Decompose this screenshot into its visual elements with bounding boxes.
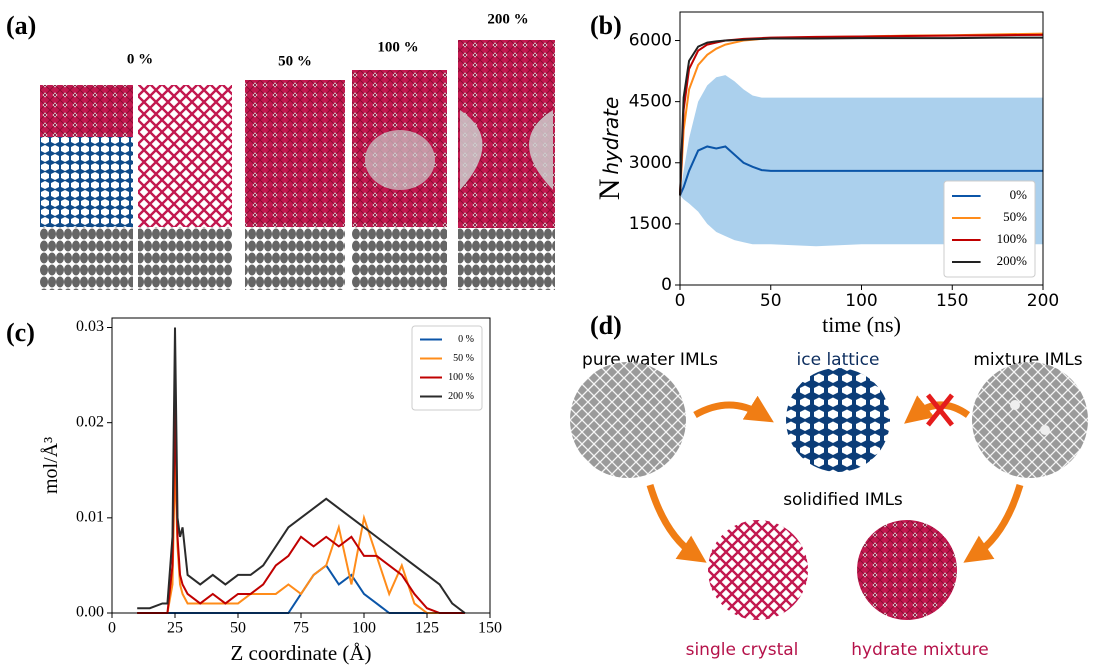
panel-d: (d) pure water IMLs ice lattice mixture … [570,311,1088,660]
arrow [650,485,695,555]
caption: single crystal [686,640,799,660]
slab [245,227,345,290]
chart: (b) 0 50 100 150 200 0 1500 3000 4500 6000 time (ns… [590,11,1059,337]
y-axis-title-main: mol/Å³ [40,437,62,494]
legend-label: 50% [1003,209,1027,224]
y-tick-label: 0 [661,275,672,295]
y-axis-title-sub: hydrate [599,97,623,175]
caption: solidified IMLs [783,490,903,510]
y-tick-label: 0.03 [76,318,104,335]
panel-label: (a) [6,11,36,40]
slab [458,228,555,290]
molecule [1010,400,1020,410]
y-axis-title: mol/Å³ [40,437,62,494]
legend-label: 200% [997,253,1028,268]
y-tick-label: 0.00 [76,604,104,621]
panel-label: (d) [590,311,622,340]
slab [245,80,345,227]
y-tick-label: 0.01 [76,509,104,526]
legend-label: 100% [997,231,1028,246]
slab [40,137,133,227]
column-label: 200 % [487,11,528,27]
slab [40,85,133,137]
arrow [695,405,762,415]
slab [40,227,133,290]
snapshot [708,520,808,620]
x-tick-label: 0 [108,620,116,637]
panel-label: (c) [6,318,35,347]
x-tick-label: 25 [167,620,183,637]
figure: (a) 0 % 50 % 100 % 200 % (d) pure water … [0,0,1093,666]
column-label: 100 % [377,39,418,55]
snapshot [857,520,957,620]
column-label: 50 % [278,53,312,69]
snapshot [570,362,686,478]
x-tick-label: 0 [675,291,686,311]
panel-a: (a) 0 % 50 % 100 % 200 % [6,11,555,290]
x-tick-label: 75 [293,620,309,637]
slab [138,85,232,227]
x-tick-label: 100 [352,620,376,637]
y-tick-label: 6000 [629,31,672,51]
x-tick-label: 200 [1027,291,1059,311]
x-tick-label: 50 [230,620,246,637]
y-tick-label: 4500 [629,92,672,112]
arrow [975,485,1020,555]
legend-label: 50 % [453,353,474,364]
x-axis-title: Z coordinate (Å) [230,641,371,665]
molecule [1040,425,1050,435]
caption: hydrate mixture [851,640,988,660]
y-tick-label: 0.02 [76,413,104,430]
x-tick-label: 100 [845,291,877,311]
y-axis-title: Nhydrate [593,97,626,201]
snapshot [786,368,890,472]
slab [352,227,447,290]
line [137,565,465,613]
y-tick-label: 3000 [629,153,672,173]
panel-label: (b) [590,11,622,40]
legend-label: 100 % [448,372,474,383]
bubble [365,130,435,190]
slab [138,227,232,290]
caption: ice lattice [797,350,880,370]
y-tick-label: 1500 [629,214,672,234]
chart: (c) 0 25 50 75 100 125 150 0.00 0.01 0.02 0.03 Z coo… [6,318,502,665]
y-axis-title-main: N [593,179,626,201]
legend-label: 0 % [458,334,474,345]
line [137,404,465,613]
x-tick-label: 150 [478,620,502,637]
legend-label: 0% [1010,187,1028,202]
snapshot [972,362,1088,478]
x-tick-label: 150 [936,291,968,311]
column-label: 0 % [127,51,153,67]
cross [928,395,952,425]
legend-label: 200 % [448,391,474,402]
x-tick-label: 50 [760,291,782,311]
x-axis-title: time (ns) [822,312,901,337]
x-tick-label: 125 [415,620,439,637]
